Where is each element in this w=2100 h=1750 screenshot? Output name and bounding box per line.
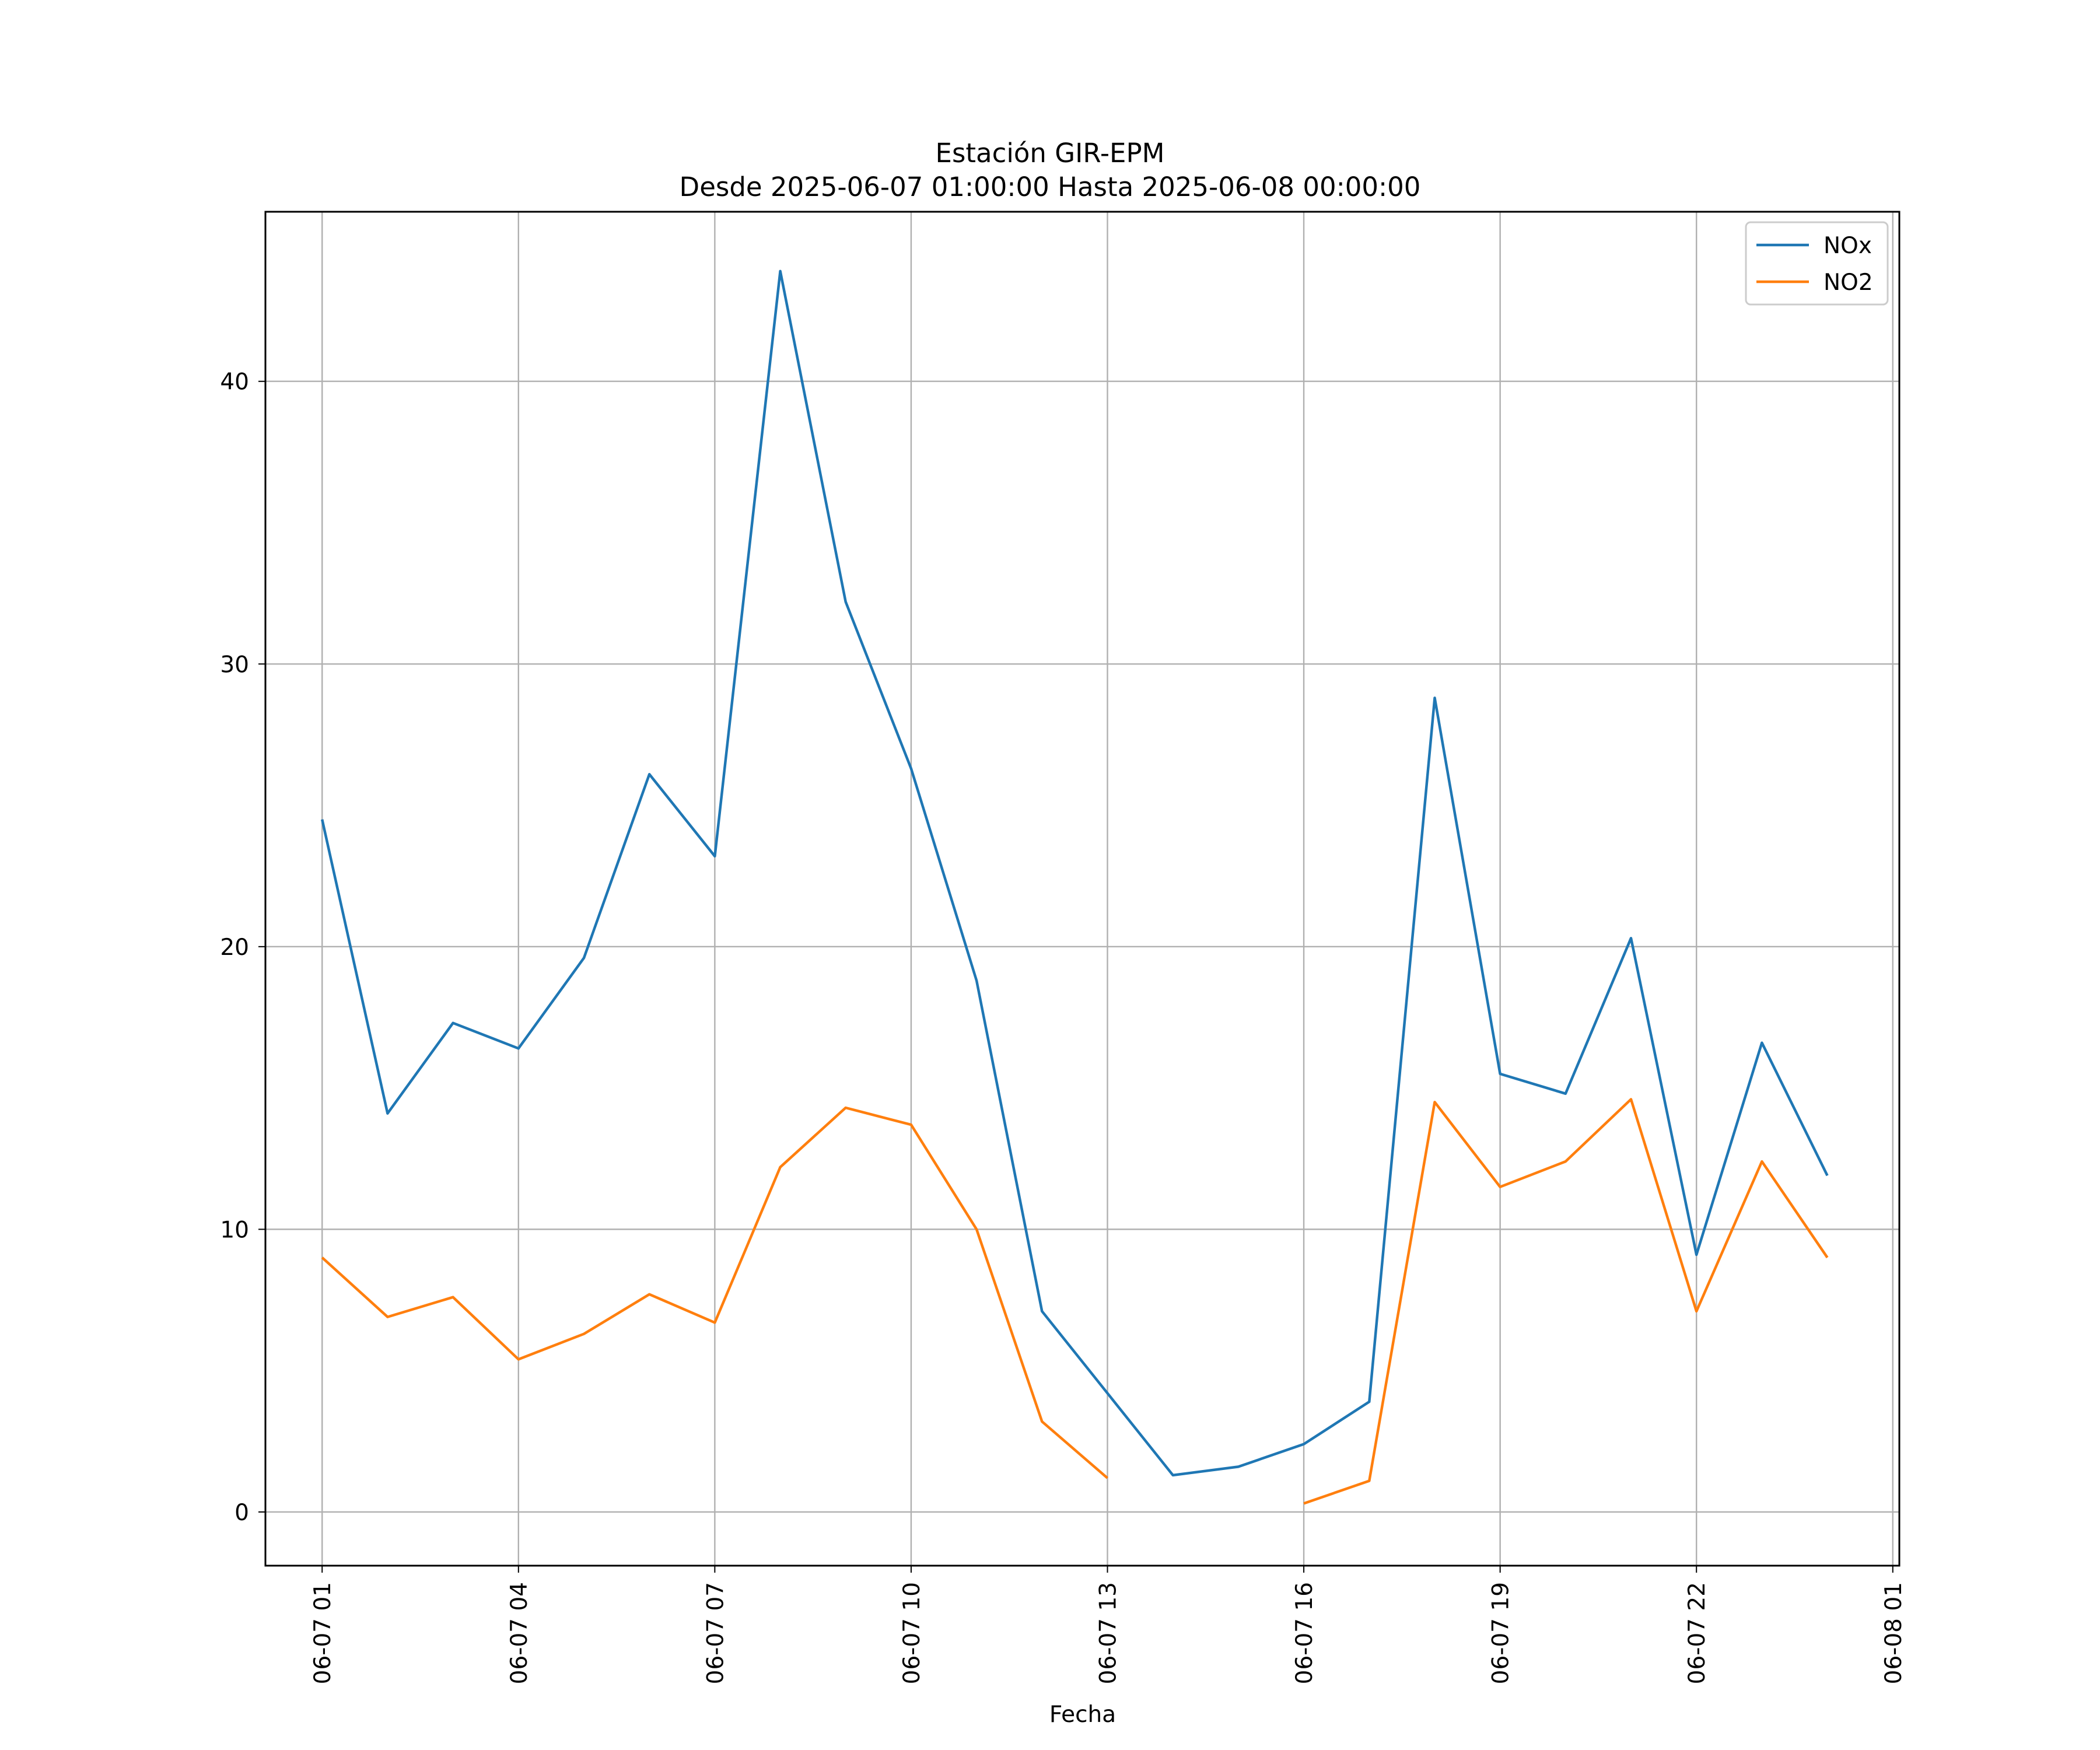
x-tick-label: 06-07 16: [1292, 1582, 1318, 1684]
x-tick-label: 06-07 22: [1684, 1582, 1710, 1684]
chart-title: Estación GIR-EPM: [935, 138, 1165, 169]
series-line-no2: [321, 1098, 1829, 1505]
y-tick-label: 10: [220, 1217, 249, 1243]
legend-label-nox: NOx: [1824, 233, 1872, 259]
y-tick-label: 40: [220, 369, 249, 396]
legend-box: [1745, 221, 1889, 306]
legend-label-no2: NO2: [1824, 270, 1873, 296]
x-tick-label: 06-07 19: [1488, 1582, 1514, 1684]
chart-subtitle: Desde 2025-06-07 01:00:00 Hasta 2025-06-…: [679, 172, 1421, 202]
series-lines: [321, 270, 1829, 1505]
legend[interactable]: NOx NO2: [1745, 221, 1889, 306]
x-tick-label: 06-08 01: [1881, 1582, 1907, 1684]
x-tick-label: 06-07 01: [310, 1582, 336, 1684]
grid-lines: [265, 212, 1899, 1566]
x-tick-label: 06-07 07: [702, 1582, 729, 1684]
x-axis: 06-07 01 06-07 04 06-07 07 06-07 10 06-07 13…: [310, 1566, 1907, 1684]
x-tick-label: 06-07 04: [506, 1582, 533, 1684]
x-tick-label: 06-07 13: [1096, 1582, 1122, 1684]
y-tick-label: 0: [235, 1500, 249, 1526]
x-axis-label: Fecha: [1049, 1702, 1116, 1728]
x-tick-label: 06-07 10: [899, 1582, 925, 1684]
y-tick-label: 30: [220, 652, 249, 678]
y-axis: 0 10 20 30 40: [220, 369, 265, 1526]
plot-frame: [264, 211, 1901, 1567]
y-tick-label: 20: [220, 935, 249, 961]
series-line-nox: [321, 270, 1829, 1477]
